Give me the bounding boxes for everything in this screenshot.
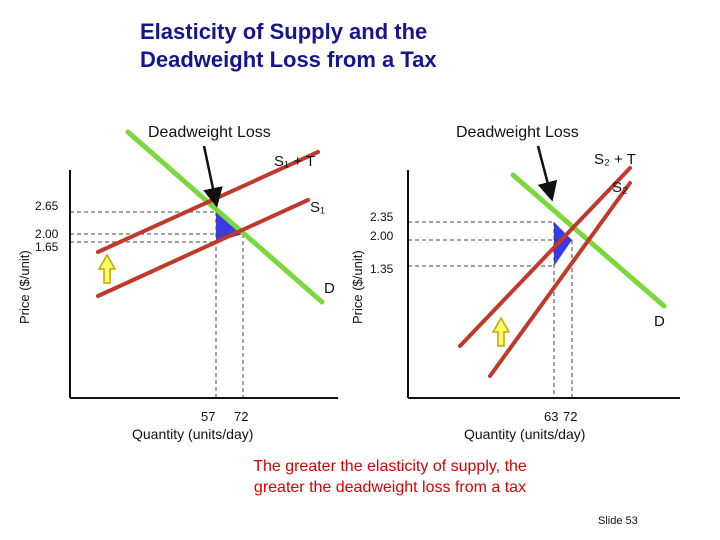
left-qty-tick-57: 57: [201, 409, 215, 424]
right-supply-tax-curve: [458, 166, 632, 348]
right-price-tick-235: 2.35: [370, 210, 394, 224]
right-demand-label: D: [654, 313, 665, 330]
footer-line-2: greater the deadweight loss from a tax: [253, 479, 527, 496]
left-demand-curve: [125, 129, 325, 305]
right-supply-tax-label: S₂ + T: [594, 151, 636, 168]
left-price-tick-200: 2.00: [35, 227, 59, 241]
left-supply-tax-label: S₁ + T: [274, 153, 315, 170]
right-qty-tick-63: 63: [544, 409, 558, 424]
right-supply-curve: [488, 181, 632, 378]
footer-caption: The greater the elasticity of supply, th…: [150, 456, 630, 498]
left-graph: [69, 129, 338, 399]
left-dwl-pointer-arrow: [202, 145, 223, 208]
right-qty-tick-72: 72: [563, 409, 577, 424]
left-dwl-label: Deadweight Loss: [148, 124, 271, 141]
left-y-axis-label: Price ($/unit): [17, 250, 32, 324]
right-y-axis-label: Price ($/unit): [350, 250, 365, 324]
right-up-arrow-icon: [491, 316, 511, 347]
left-price-tick-265: 2.65: [35, 199, 59, 213]
title-line-1: Elasticity of Supply and the: [140, 19, 428, 44]
slide-number: Slide 53: [598, 515, 638, 527]
right-supply-label: S₂: [612, 179, 628, 196]
left-price-tick-165: 1.65: [35, 240, 59, 254]
right-dwl-label: Deadweight Loss: [456, 124, 579, 141]
left-up-arrow-icon: [97, 253, 117, 284]
left-supply-label: S₁: [310, 199, 325, 216]
right-price-tick-135: 1.35: [370, 262, 394, 276]
right-x-axis-label: Quantity (units/day): [464, 426, 585, 442]
left-x-axis-label: Quantity (units/day): [132, 426, 253, 442]
left-demand-label: D: [324, 280, 335, 297]
footer-line-1: The greater the elasticity of supply, th…: [253, 458, 527, 475]
left-qty-tick-72: 72: [234, 409, 248, 424]
slide-title: Elasticity of Supply and the Deadweight …: [140, 18, 560, 74]
right-dwl-triangle: [554, 222, 572, 266]
right-dwl-pointer-arrow: [536, 145, 558, 202]
title-line-2: Deadweight Loss from a Tax: [140, 47, 437, 72]
right-graph: [407, 145, 680, 399]
right-price-tick-200: 2.00: [370, 229, 394, 243]
left-supply-curve: [96, 198, 310, 298]
